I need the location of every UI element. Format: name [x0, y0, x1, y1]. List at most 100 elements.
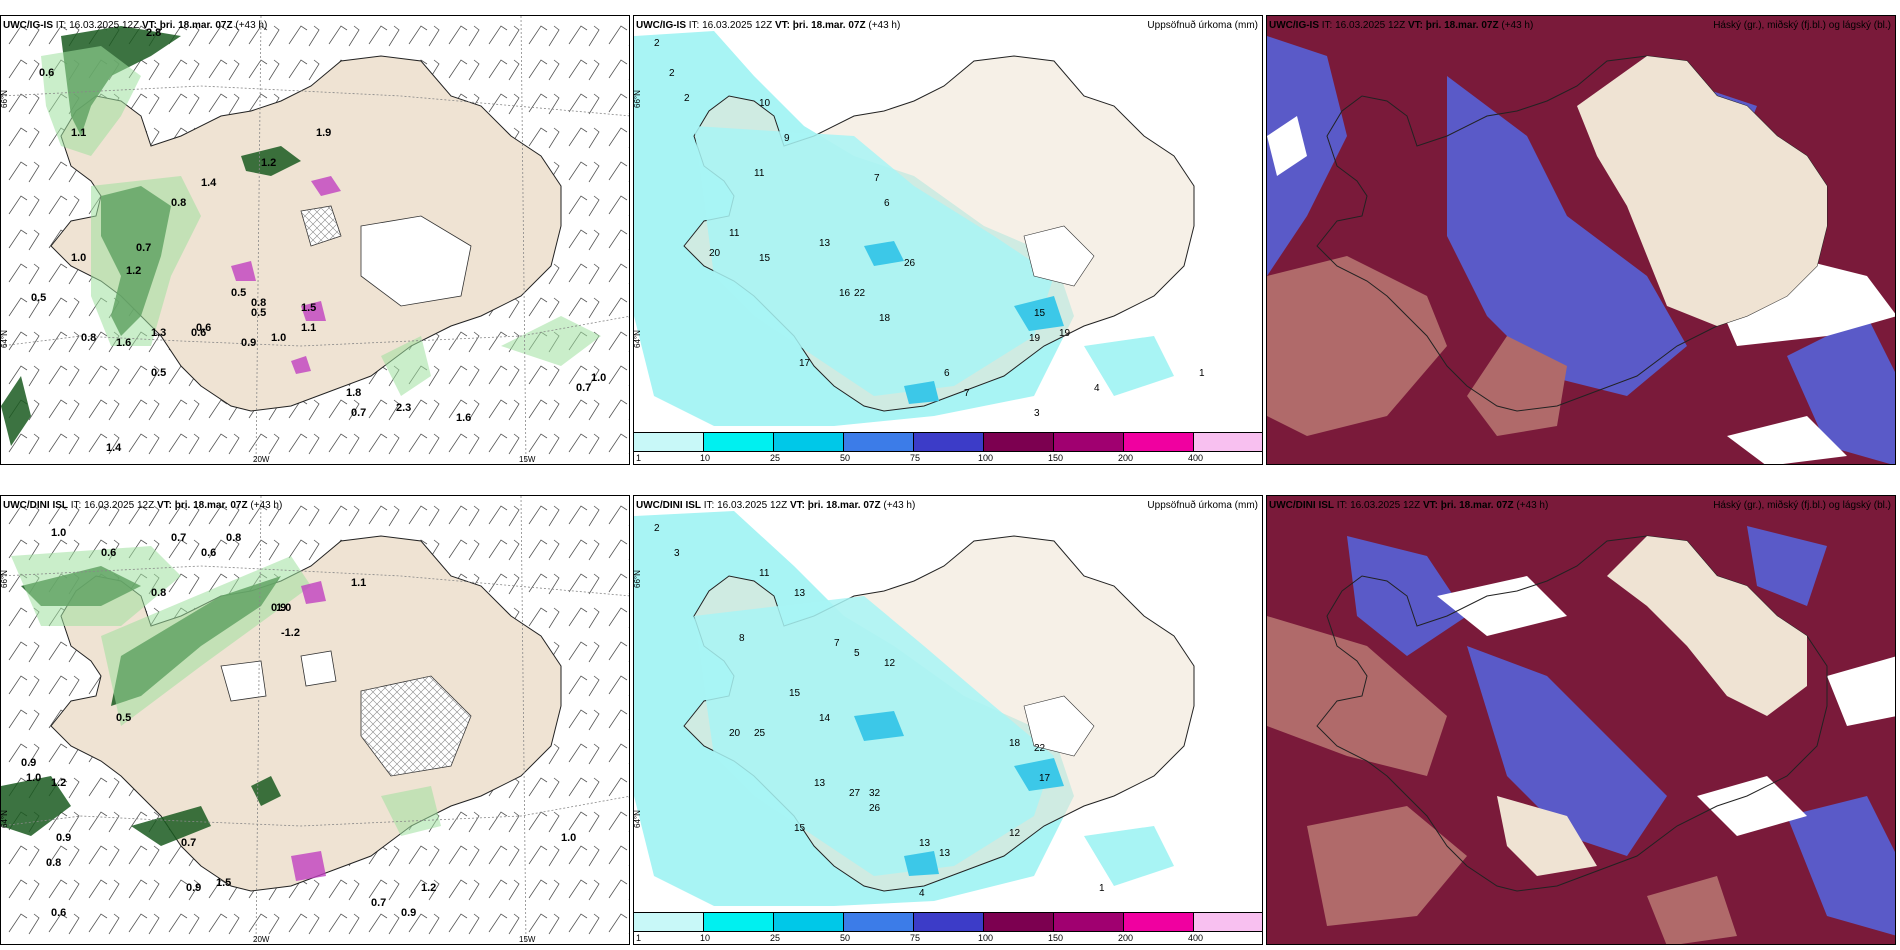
value-label: 0.7 [371, 897, 386, 909]
colorbar-tick: 25 [770, 453, 781, 463]
precip-colorbar: 1 10 25 50 75 100 150 200 400 [634, 912, 1262, 944]
colorbar-tick: 200 [1118, 933, 1134, 943]
value-label: 1.0 [51, 527, 66, 539]
cloud-map[interactable] [1267, 496, 1896, 945]
value-label: 0.5 [116, 712, 131, 724]
land-clear [1577, 56, 1827, 326]
lat-label: 64°N [634, 810, 642, 828]
panel-header: UWC/IG-IS IT: 16.03.2025 12Z VT: þri. 18… [1269, 20, 1534, 31]
value-label: 19 [1029, 333, 1041, 344]
value-label: 0.7 [576, 382, 591, 394]
panel-title: Háský (gr.), miðský (fj.bl.) og lágský (… [1713, 500, 1891, 511]
colorbar-cell [704, 913, 774, 931]
value-label: 1 [1199, 368, 1205, 379]
value-label: 0.9 [56, 832, 71, 844]
value-label: 27 [849, 788, 861, 799]
value-label: 0.6 [191, 327, 206, 339]
cloud-map[interactable] [1267, 16, 1896, 465]
precip-green-light [41, 46, 601, 396]
value-label: 19 [1059, 328, 1071, 339]
precip-purple [231, 176, 341, 374]
precip-green-light [11, 546, 441, 836]
value-label: 1.6 [116, 337, 131, 349]
snow-area [1023, 695, 1095, 757]
lat-label: 64°N [1, 810, 9, 828]
colorbar-cell [1194, 433, 1262, 451]
panel-title: Háský (gr.), miðský (fj.bl.) og lágský (… [1713, 20, 1891, 31]
land-clear [1497, 536, 1807, 876]
lat-label: 66°N [634, 570, 642, 588]
colorbar-cell [984, 913, 1054, 931]
value-label: 20 [709, 248, 721, 259]
lon-label: 15W [519, 935, 536, 944]
lat-label: 66°N [1, 570, 9, 588]
value-label: 2 [669, 68, 675, 79]
value-label: 2 [684, 93, 690, 104]
colorbar-cell [914, 433, 984, 451]
lat-line [1, 565, 629, 597]
value-label: 1.1 [351, 577, 366, 589]
value-label: 22 [854, 288, 866, 299]
colorbar-tick: 25 [770, 933, 781, 943]
value-label: 5 [854, 648, 860, 659]
snow-hatch [301, 206, 341, 246]
value-label: 13 [939, 848, 951, 859]
value-label: 0.8 [151, 587, 166, 599]
colorbar-tick: 200 [1118, 453, 1134, 463]
wind-precip-map[interactable]: 66°N 64°N 20W 15W 0.62.81.10.81.41.00.71… [1, 16, 630, 465]
colorbar-tick: 150 [1048, 453, 1064, 463]
value-label: 12 [1009, 828, 1021, 839]
value-label: 3 [1034, 408, 1040, 419]
value-label: 0.9 [271, 602, 286, 614]
value-label: 0.5 [251, 307, 266, 319]
value-label: 15 [794, 823, 806, 834]
colorbar-cells [634, 432, 1262, 452]
panel-accum-precip-row2: UWC/DINI ISL IT: 16.03.2025 12Z VT: þri.… [633, 495, 1263, 945]
value-label: 1.5 [216, 877, 231, 889]
value-label: 11 [729, 228, 740, 239]
colorbar-ticks: 1 10 25 50 75 100 150 200 400 [634, 452, 1262, 464]
value-label: 4 [919, 888, 925, 899]
panel-header: UWC/DINI ISL IT: 16.03.2025 12Z VT: þri.… [1269, 500, 1549, 511]
colorbar-cell [634, 433, 704, 451]
value-label: 20 [729, 728, 741, 739]
lat-label: 64°N [634, 330, 642, 348]
value-label: 1.3 [151, 327, 166, 339]
value-label: 1.1 [301, 322, 316, 334]
panel-title: Uppsöfnuð úrkoma (mm) [1147, 20, 1258, 31]
panel-wind-precip-row1: UWC/IG-IS IT: 16.03.2025 12Z VT: þri. 18… [0, 15, 630, 465]
colorbar-cell [914, 913, 984, 931]
value-label: 1.4 [201, 177, 217, 189]
colorbar-tick: 75 [910, 453, 921, 463]
value-label: 25 [754, 728, 766, 739]
value-label: 6 [944, 368, 950, 379]
cloud-mid [1347, 526, 1895, 936]
value-label: 8 [739, 633, 745, 644]
value-label: 0.5 [231, 287, 246, 299]
value-label: 0.6 [39, 67, 54, 79]
lat-label: 66°N [634, 90, 642, 108]
lon-label: 15W [519, 455, 536, 464]
value-label: 16 [839, 288, 851, 299]
lon-line [255, 16, 262, 464]
colorbar-tick: 1 [636, 933, 642, 943]
value-label: 15 [1034, 308, 1046, 319]
value-label: 7 [874, 173, 880, 184]
value-label: 22 [1034, 743, 1046, 754]
wind-precip-map[interactable]: 66°N 64°N 20W 15W 1.0 0.7 0.8 0.6 0.6 0.8 1.1 0… [1, 496, 630, 945]
lat-label: 66°N [1, 90, 9, 108]
value-label: 1.0 [71, 252, 86, 264]
value-label: 0.8 [226, 532, 241, 544]
lon-label: 20W [253, 935, 270, 944]
precip-blue [854, 711, 1064, 876]
value-label: 0.8 [46, 857, 61, 869]
value-label: 15 [789, 688, 801, 699]
value-label: 13 [814, 778, 826, 789]
colorbar-cell [844, 433, 914, 451]
value-label: 0.6 [201, 547, 216, 559]
value-label: 0.8 [81, 332, 96, 344]
value-label: 1.2 [261, 157, 276, 169]
